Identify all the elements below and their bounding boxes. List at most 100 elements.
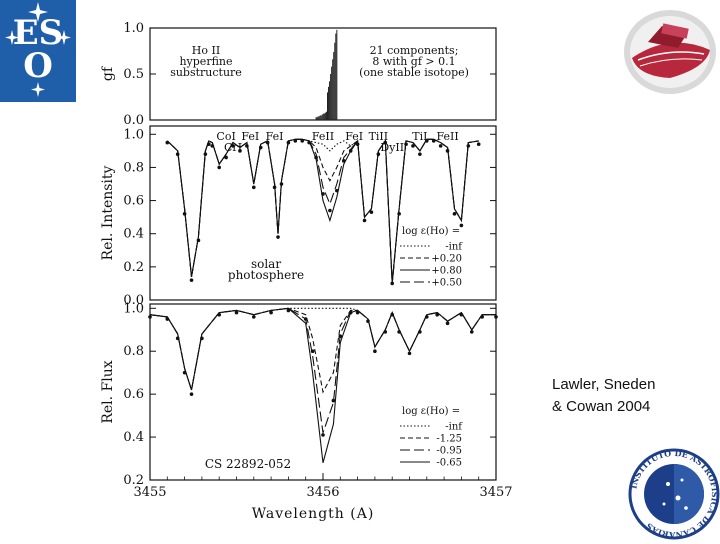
middle-observed-point [238, 149, 242, 153]
middle-observed-point [203, 152, 208, 156]
middle-observed-point [404, 142, 408, 147]
middle-line-label: FeI [241, 130, 259, 143]
bottom-series-line [149, 307, 496, 394]
middle-ytick-label: 0.4 [123, 227, 144, 242]
bottom-observed-point [252, 315, 256, 319]
top-annotation-right-line: 8 with gf > 0.1 [372, 55, 455, 68]
middle-annotation-line: solar [251, 257, 281, 271]
middle-observed-point [362, 218, 367, 223]
top-annotation-right-line: 21 components; [370, 44, 459, 57]
top-ytick-label: 0.5 [123, 67, 144, 82]
middle-observed-point [431, 139, 436, 143]
middle-observed-point [314, 155, 318, 160]
middle-observed-point [307, 140, 311, 145]
middle-ytick-label: 0.0 [123, 293, 144, 308]
middle-observed-point [252, 185, 256, 190]
middle-observed-point [258, 145, 263, 150]
middle-observed-point [196, 238, 201, 243]
middle-observed-point [369, 210, 374, 214]
bottom-observed-point [418, 330, 422, 334]
bottom-xlabel: Wavelength (A) [252, 506, 375, 522]
bottom-observed-point [189, 392, 194, 396]
bottom-ytick-label: 0.6 [123, 387, 144, 402]
bottom-observed-point [338, 334, 343, 338]
bottom-observed-point [445, 321, 450, 326]
middle-line-label: FeII [436, 130, 458, 143]
bottom-xtick-label: 3456 [306, 485, 339, 500]
bottom-series-line [149, 307, 496, 463]
middle-observed-point [418, 152, 422, 156]
middle-observed-point [207, 142, 211, 147]
bottom-observed-point [480, 315, 484, 319]
middle-line-label: TiI [412, 130, 427, 143]
middle-observed-point [300, 139, 305, 143]
iac-seal-graphic: INSTITUTO DE ASTROFISICA DE CANARIAS [628, 448, 720, 540]
middle-observed-point [466, 144, 471, 148]
bottom-observed-point [310, 349, 315, 354]
bottom-observed-point [217, 312, 221, 317]
middle-observed-point [476, 142, 481, 147]
middle-observed-point [348, 149, 353, 153]
middle-observed-point [397, 212, 401, 216]
middle-observed-point [279, 182, 284, 186]
middle-observed-point [328, 208, 332, 213]
bottom-observed-point [494, 315, 498, 319]
bottom-observed-point [425, 315, 429, 319]
middle-observed-point [425, 139, 429, 143]
bottom-ylabel: Rel. Flux [100, 360, 116, 423]
middle-observed-point [321, 192, 325, 196]
iac-seal: INSTITUTO DE ASTROFISICA DE CANARIAS [628, 448, 720, 540]
middle-observed-point [165, 140, 170, 145]
middle-observed-point [411, 144, 415, 148]
middle-ytick-label: 0.8 [123, 160, 144, 175]
middle-observed-point [335, 188, 339, 193]
middle-observed-point [210, 144, 215, 148]
bottom-observed-point [435, 312, 439, 317]
top-annotation-left-line: hyperfine [179, 55, 232, 68]
middle-observed-point [341, 159, 346, 163]
top-ytick-label: 0.0 [123, 113, 144, 128]
bottom-observed-point [397, 330, 401, 334]
middle-annotation-line: photosphere [228, 268, 304, 282]
middle-ytick-label: 0.2 [123, 260, 144, 275]
middle-observed-point [286, 140, 291, 145]
middle-ytick-label: 1.0 [123, 127, 144, 142]
middle-observed-point [224, 155, 228, 160]
middle-panel-frame [149, 125, 497, 301]
bottom-observed-point [321, 433, 325, 437]
middle-observed-point [182, 212, 187, 216]
middle-observed-point [376, 152, 381, 156]
middle-legend-title: log ε(Ho) = [402, 226, 460, 237]
bottom-legend-title: log ε(Ho) = [402, 406, 460, 417]
bottom-observed-point [355, 310, 360, 315]
middle-observed-point [390, 281, 395, 286]
telescope-icon [624, 10, 716, 94]
bottom-observed-point [383, 330, 388, 334]
middle-line-label: TiII [369, 130, 389, 143]
bottom-ytick-label: 1.0 [123, 301, 144, 316]
top-ytick-label: 1.0 [123, 21, 144, 36]
middle-observed-point [231, 144, 235, 148]
bottom-observed-point [390, 312, 395, 317]
bottom-ytick-label: 0.2 [123, 473, 144, 488]
bottom-ytick-label: 0.8 [123, 344, 144, 359]
bottom-observed-point [200, 336, 204, 341]
middle-observed-point [189, 278, 194, 282]
bottom-legend-label: -0.95 [436, 446, 462, 457]
bottom-observed-point [348, 310, 353, 315]
middle-legend-label: +0.20 [431, 254, 462, 265]
eso-logo-graphic: ES O [0, 0, 76, 102]
middle-legend-label: -inf [445, 242, 463, 253]
middle-observed-point [217, 165, 221, 170]
middle-observed-point [438, 144, 443, 148]
top-annotation-left-line: substructure [170, 66, 242, 79]
credit-line-2: & Cowan 2004 [552, 398, 651, 415]
middle-observed-point [272, 185, 277, 190]
middle-observed-point [265, 140, 270, 145]
bottom-observed-point [331, 398, 336, 403]
middle-legend-label: +0.80 [431, 266, 462, 277]
bottom-observed-point [303, 317, 308, 321]
bottom-xtick-label: 3455 [133, 485, 166, 500]
middle-legend-label: +0.50 [431, 278, 462, 289]
